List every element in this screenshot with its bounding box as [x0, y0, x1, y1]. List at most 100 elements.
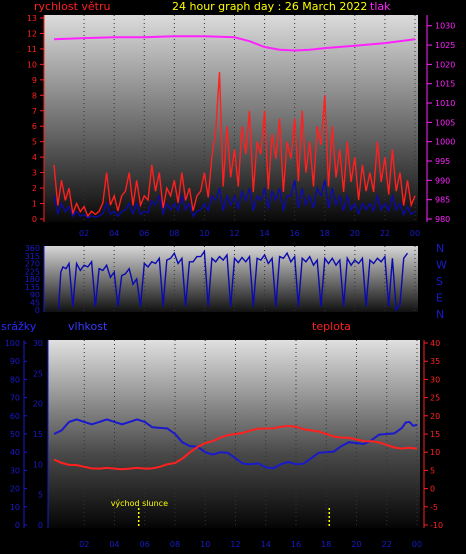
- pressure-tick-label: 1010: [435, 99, 455, 108]
- direction-tick-label: 180: [25, 275, 40, 284]
- rain-tick-label: 0: [15, 521, 20, 530]
- pressure-tick-label: 1025: [435, 41, 455, 50]
- temperature-tick-label: 15: [430, 430, 440, 439]
- humidity-tick-label: 15: [33, 430, 43, 439]
- temperature-tick-label: 40: [430, 339, 440, 348]
- wind-tick-label: 1: [32, 200, 37, 209]
- wind-tick-label: 13: [27, 14, 37, 23]
- x-tick-label: 06: [140, 540, 150, 549]
- x-tick-label: 18: [321, 540, 331, 549]
- wind-axis-label: rychlost větru: [34, 0, 110, 13]
- x-tick-label: 02: [79, 229, 89, 238]
- x-tick-label: 02: [79, 540, 89, 549]
- wind-tick-label: 11: [27, 45, 37, 54]
- x-tick-label: 16: [290, 229, 300, 238]
- wind-panel-background: [44, 15, 418, 222]
- x-tick-label: 14: [261, 540, 271, 549]
- data-layer: východ slunce: [53, 35, 418, 528]
- x-tick-label: 20: [351, 540, 361, 549]
- rain-tick-label: 60: [10, 412, 20, 421]
- compass-label: E: [436, 292, 443, 305]
- rain-tick-label: 30: [10, 466, 20, 475]
- temperature-axis-label: teplota: [312, 320, 351, 333]
- x-tick-label: 22: [382, 540, 392, 549]
- rain-tick-label: 10: [10, 503, 20, 512]
- pressure-tick-label: 985: [435, 196, 450, 205]
- pressure-series: [53, 35, 416, 52]
- wind-tick-label: 4: [32, 153, 37, 162]
- pressure-tick-label: 995: [435, 157, 450, 166]
- x-tick-label: 16: [291, 540, 301, 549]
- wind-speed-series: [53, 180, 416, 219]
- x-tick-label: 08: [170, 540, 180, 549]
- wind-tick-label: 6: [32, 122, 37, 131]
- grid-layer: [83, 15, 418, 528]
- axes-layer: 02 04 06 08 10 12 14 16 18 20 22 000123456789101112…: [5, 14, 456, 549]
- x-tick-label: 10: [200, 540, 210, 549]
- pressure-tick-label: 1015: [435, 80, 455, 89]
- rain-tick-label: 40: [10, 448, 20, 457]
- humidity-tick-label: 20: [33, 400, 43, 409]
- direction-tick-label: 135: [25, 283, 40, 292]
- humidity-axis-label: vlhkost: [68, 320, 108, 333]
- rain-tick-label: 80: [10, 375, 20, 384]
- x-tick-label: 10: [199, 229, 209, 238]
- chart-title: 24 hour graph day : 26 March 2022: [172, 0, 367, 13]
- humidity-tick-label: 25: [33, 369, 43, 378]
- pressure-axis-label: tlak: [370, 0, 391, 13]
- x-tick-label: 08: [169, 229, 179, 238]
- pressure-tick-label: 1005: [435, 118, 455, 127]
- pressure-tick-label: 1020: [435, 60, 455, 69]
- x-tick-label: 18: [320, 229, 330, 238]
- sunrise-label: východ slunce: [111, 499, 168, 508]
- x-tick-label: 00: [412, 540, 422, 549]
- x-tick-label: 22: [380, 229, 390, 238]
- direction-tick-label: 90: [30, 291, 40, 300]
- wind-tick-label: 0: [32, 215, 37, 224]
- compass-label: N: [436, 308, 444, 321]
- wind-tick-label: 3: [32, 169, 37, 178]
- humidity-tick-label: 0: [38, 521, 43, 530]
- temperature-tick-label: 0: [430, 485, 435, 494]
- temperature-tick-label: 35: [430, 357, 440, 366]
- temperature-tick-label: -10: [430, 521, 443, 530]
- wind-tick-label: 12: [27, 29, 37, 38]
- pressure-tick-label: 980: [435, 215, 450, 224]
- temperature-tick-label: 25: [430, 394, 440, 403]
- pressure-tick-label: 1030: [435, 22, 455, 31]
- rain-axis-label: srážky: [1, 320, 37, 333]
- wind-gust-series: [53, 72, 416, 218]
- humidity-tick-label: 5: [38, 491, 43, 500]
- rain-tick-label: 100: [5, 339, 20, 348]
- pressure-tick-label: 1000: [435, 138, 455, 147]
- x-tick-label: 04: [109, 540, 119, 549]
- direction-tick-label: 225: [25, 267, 40, 276]
- rain-tick-label: 70: [10, 394, 20, 403]
- pressure-tick-label: 990: [435, 176, 450, 185]
- wind-direction-series: [57, 249, 409, 312]
- temperature-tick-label: 20: [430, 412, 440, 421]
- x-tick-label: 04: [109, 229, 119, 238]
- humidity-tick-label: 30: [33, 339, 43, 348]
- rain-tick-label: 50: [10, 430, 20, 439]
- x-tick-label: 06: [139, 229, 149, 238]
- compass-label: N: [436, 242, 444, 255]
- direction-tick-label: 45: [30, 298, 40, 307]
- wind-tick-label: 7: [32, 107, 37, 116]
- temperature-tick-label: 30: [430, 375, 440, 384]
- x-tick-label: 12: [229, 229, 239, 238]
- direction-tick-label: 360: [25, 244, 40, 253]
- x-tick-label: 20: [350, 229, 360, 238]
- temperature-tick-label: 5: [430, 466, 435, 475]
- wind-tick-label: 2: [32, 184, 37, 193]
- rain-tick-label: 90: [10, 357, 20, 366]
- direction-tick-label: 315: [25, 252, 40, 261]
- wind-tick-label: 8: [32, 91, 37, 100]
- rain-tick-label: 20: [10, 485, 20, 494]
- humidity-tick-label: 10: [33, 460, 43, 469]
- x-tick-label: 00: [410, 229, 420, 238]
- direction-tick-label: 270: [25, 260, 40, 269]
- x-tick-label: 12: [230, 540, 240, 549]
